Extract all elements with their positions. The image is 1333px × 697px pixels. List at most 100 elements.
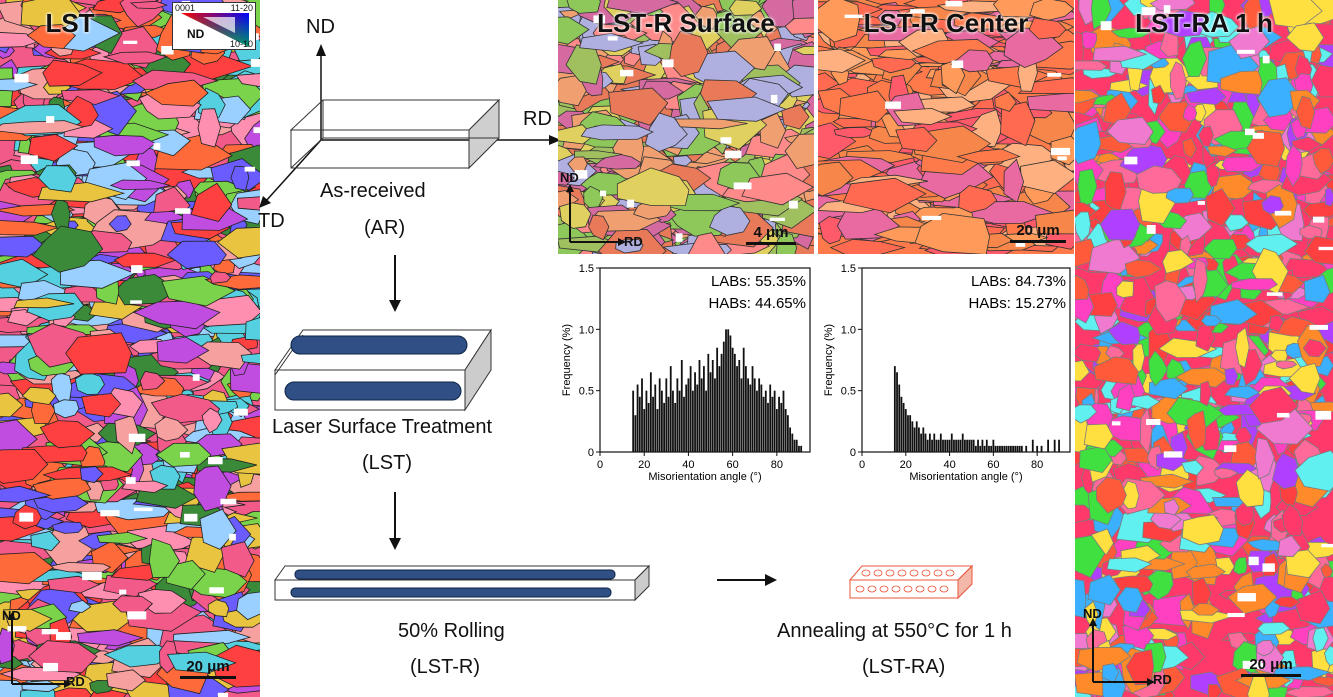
y-tick-label: 0: [588, 447, 594, 459]
histogram-bar: [656, 409, 659, 452]
histogram-bar: [999, 445, 1001, 452]
histogram-bar: [915, 421, 918, 452]
histogram-bar: [1047, 439, 1050, 452]
histogram-bar: [707, 353, 710, 452]
histogram-bar: [996, 445, 999, 452]
x-tick-label: 60: [987, 459, 999, 471]
histogram-bar: [778, 396, 780, 452]
histogram-bar: [913, 427, 916, 452]
histogram-bar: [641, 378, 643, 452]
histogram-bar: [698, 360, 701, 452]
ebsd-map-lst-r-center: LST-R Center 20 μm: [818, 0, 1074, 254]
axis-rd-ra: RD: [1153, 672, 1172, 687]
histogram-bar: [992, 439, 995, 452]
scale-bar-lst: 20 μm: [180, 658, 236, 679]
ipf-label-11-20: 11-20: [230, 3, 253, 13]
histogram-center-svg: 0 20 40 60 80 0 0.5 1.0 1.5 Misorientation angle …: [823, 263, 1071, 483]
boundary-stat: LABs: 84.73%: [971, 273, 1066, 290]
label-lst-r: (LST-R): [410, 656, 480, 678]
scale-bar-surface: 4 μm: [746, 224, 796, 245]
histogram-bar: [1014, 445, 1017, 452]
histogram-bar: [669, 366, 672, 452]
histogram-bar: [1003, 445, 1006, 452]
histogram-bar: [729, 335, 732, 452]
histogram-bar: [689, 366, 692, 452]
scale-bar-center: 20 μm: [1010, 222, 1066, 243]
histogram-bar: [800, 445, 803, 452]
scale-label-center: 20 μm: [1016, 222, 1060, 239]
histogram-bar: [937, 439, 940, 452]
y-axis-label: Frequency (%): [561, 324, 573, 396]
x-tick-label: 20: [638, 459, 650, 471]
ipf-label-0001: 0001: [175, 3, 196, 13]
histogram-bar: [950, 433, 953, 452]
histogram-bar: [714, 378, 716, 452]
histogram-bar: [696, 384, 699, 452]
histogram-bar: [953, 439, 955, 452]
histogram-bar: [793, 439, 796, 452]
histogram-bar: [716, 347, 719, 452]
histogram-surface: 0 20 40 60 80 0 0.5 1.0 1.5 Misorientation angle …: [556, 262, 816, 492]
x-axis-label: Misorientation angle (°): [648, 471, 761, 483]
axis-label-rd: RD: [523, 108, 552, 130]
label-lst-ra: (LST-RA): [862, 656, 946, 678]
histogram-bar: [753, 378, 756, 452]
histogram-bar: [791, 433, 794, 452]
histogram-center: 0 20 40 60 80 0 0.5 1.0 1.5 Misorientation angle …: [818, 262, 1076, 492]
panel-title-surface: LST-R Surface: [597, 8, 775, 38]
histogram-bar: [994, 445, 997, 452]
histogram-bar: [731, 347, 734, 452]
axis-nd-ra: ND: [1083, 606, 1102, 621]
histogram-bar: [771, 396, 774, 452]
histogram-bar: [738, 360, 741, 452]
histogram-bar: [904, 409, 907, 452]
histogram-bar: [687, 378, 690, 452]
y-tick-label: 0.5: [841, 386, 856, 398]
axis-label-nd: ND: [306, 16, 335, 38]
ebsd-image-center: [818, 0, 1074, 254]
panel-title-center: LST-R Center: [863, 8, 1029, 38]
label-annealing: Annealing at 550°C for 1 h: [777, 620, 1012, 642]
boundary-stat: HABs: 44.65%: [708, 295, 806, 312]
scale-bar-ra: 20 μm: [1241, 656, 1301, 677]
ipf-color-key: 0001 11-20 10-10 ND: [172, 2, 256, 50]
sample-axes: [259, 44, 561, 208]
histogram-bar: [672, 390, 674, 452]
process-arrows: [389, 255, 777, 586]
lst-block: [274, 328, 492, 412]
label-laser: Laser Surface Treatment: [272, 416, 493, 438]
histogram-bar: [898, 384, 901, 452]
process-diagram: [259, 44, 777, 602]
histogram-bar: [1025, 445, 1028, 452]
ebsd-map-lst-r-surface: LST-R Surface ND RD 4 μm: [558, 0, 814, 254]
scale-label-surface: 4 μm: [753, 224, 789, 241]
histogram-bar: [1009, 445, 1012, 452]
histogram-bar: [632, 390, 635, 452]
histogram-bar: [634, 415, 637, 452]
ipf-label-10-10: 10-10: [229, 39, 253, 49]
histogram-bar: [773, 390, 776, 452]
axis-rd-surface: RD: [624, 234, 643, 249]
histogram-bar: [909, 415, 912, 452]
label-ar: (AR): [364, 217, 406, 239]
plot-frame: [599, 267, 811, 453]
histogram-bar: [968, 439, 971, 452]
histogram-bar: [1040, 445, 1043, 452]
histogram-bar: [795, 439, 798, 452]
x-tick-label: 40: [682, 459, 694, 471]
x-tick-label: 60: [727, 459, 739, 471]
axes-icon-surface: [566, 184, 626, 246]
histogram-bar: [902, 402, 905, 452]
histogram-bar: [736, 366, 738, 452]
x-tick-label: 0: [597, 459, 603, 471]
y-tick-label: 0.5: [579, 386, 594, 398]
plot-frame: [861, 267, 1071, 453]
y-tick-label: 1.0: [579, 324, 594, 336]
histogram-bar: [700, 378, 703, 452]
label-rolling: 50% Rolling: [398, 620, 505, 642]
panel-title-lst: LST: [45, 8, 95, 38]
histogram-bar: [1016, 445, 1019, 452]
histogram-bar: [652, 396, 654, 452]
histogram-bar: [896, 372, 898, 452]
label-lst: (LST): [362, 452, 412, 474]
